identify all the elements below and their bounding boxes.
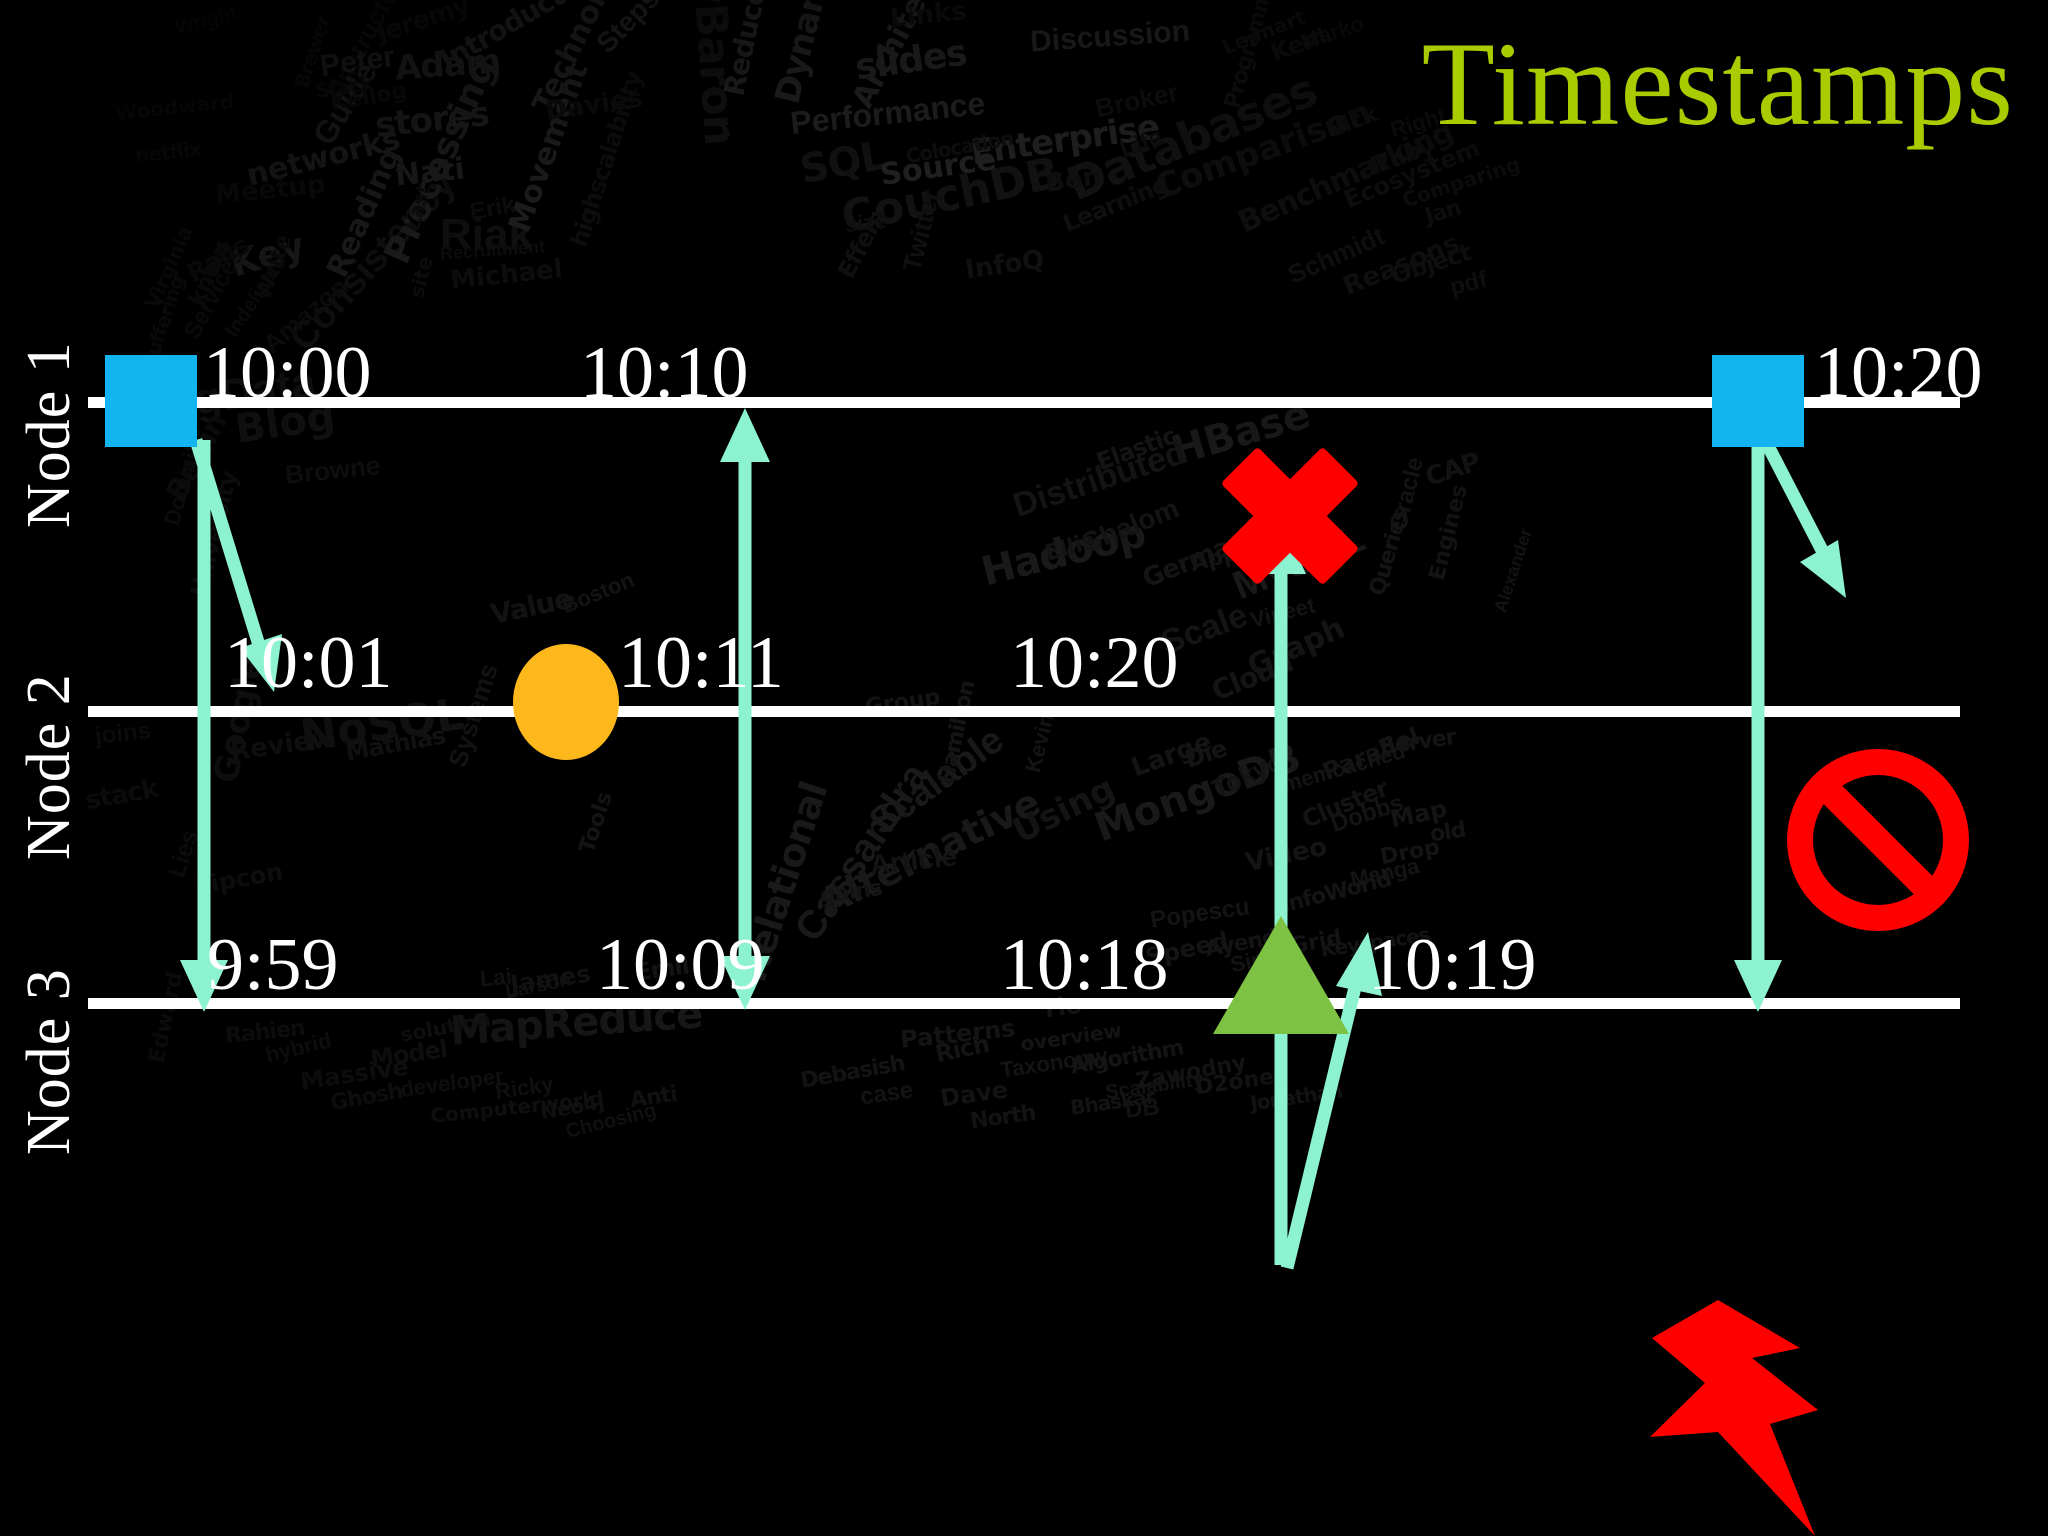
marker-circle-node2-10-11 (513, 644, 619, 760)
page-title: Timestamps (1421, 17, 2014, 150)
timestamp-node2-10-20: 10:20 (1010, 622, 1179, 704)
timestamp-node3-10-18: 10:18 (1000, 924, 1169, 1006)
timeline-node1 (88, 397, 1960, 408)
arrow-node1-to-node2-blocked (1760, 439, 1846, 598)
marker-square-node1-10-20 (1712, 355, 1804, 447)
timestamp-node1-10-10: 10:10 (580, 332, 749, 414)
timestamp-node3-9-59: 9:59 (207, 924, 339, 1006)
timestamp-node1-10-00: 10:00 (203, 332, 372, 414)
timeline-node2 (88, 706, 1960, 717)
axis-label-node1: Node 1 (15, 341, 83, 528)
marker-square-node1-10-00 (105, 355, 197, 447)
timeline-node3 (88, 998, 1960, 1009)
arrow-node1-to-node3-10-19 (1734, 440, 1782, 1012)
timestamp-node2-10-11: 10:11 (618, 622, 784, 704)
timestamp-node3-10-19: 10:19 (1368, 924, 1537, 1006)
timestamp-node3-10-09: 10:09 (596, 924, 765, 1006)
timestamp-node2-10-01: 10:01 (224, 622, 393, 704)
arrow-node3-to-node1-failed (1256, 518, 1306, 1265)
axis-label-node2: Node 2 (15, 673, 83, 860)
red-x-icon (1222, 448, 1358, 584)
timestamp-node1-10-20: 10:20 (1814, 332, 1983, 414)
axis-label-node3: Node 3 (15, 968, 83, 1155)
no-entry-icon (1787, 749, 1969, 931)
lightning-bolt-icon (1650, 1300, 1818, 1536)
marker-triangle-node3-10-18 (1213, 916, 1349, 1034)
